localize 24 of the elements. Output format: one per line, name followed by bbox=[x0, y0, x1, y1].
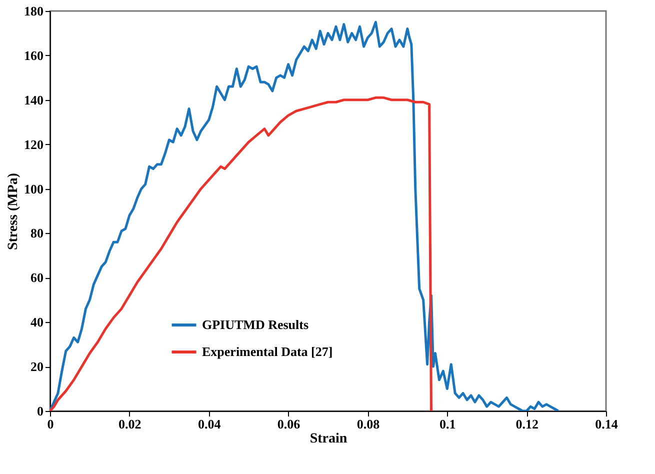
x-axis-title: Strain bbox=[310, 432, 348, 446]
y-tick-label: 0 bbox=[37, 404, 44, 418]
y-tick-label: 140 bbox=[24, 92, 44, 108]
legend-label: GPIUTMD Results bbox=[202, 317, 309, 332]
legend-label: Experimental Data [27] bbox=[202, 344, 333, 359]
y-tick-label: 120 bbox=[24, 136, 44, 152]
line-series bbox=[50, 96, 433, 411]
x-tick-label: 0.02 bbox=[118, 416, 142, 432]
x-tick-label: 0.14 bbox=[595, 416, 618, 432]
y-tick-label: 80 bbox=[30, 226, 44, 241]
y-tick-label: 160 bbox=[24, 48, 44, 63]
x-tick-label: 0.04 bbox=[198, 416, 222, 432]
y-axis-title: Stress (MPa) bbox=[6, 172, 21, 250]
x-tick-label: 0 bbox=[47, 416, 54, 432]
x-tick-label: 0.1 bbox=[440, 416, 456, 432]
line-series bbox=[50, 20, 560, 411]
x-tick-label: 0.06 bbox=[277, 416, 301, 432]
x-tick-label: 0.08 bbox=[356, 416, 380, 432]
y-tick-label: 100 bbox=[24, 181, 44, 196]
y-tick-label: 180 bbox=[24, 4, 44, 18]
x-tick-label: 0.12 bbox=[516, 416, 538, 432]
y-tick-label: 20 bbox=[30, 359, 44, 374]
y-tick-label: 40 bbox=[30, 314, 44, 330]
y-tick-label: 60 bbox=[30, 270, 44, 286]
